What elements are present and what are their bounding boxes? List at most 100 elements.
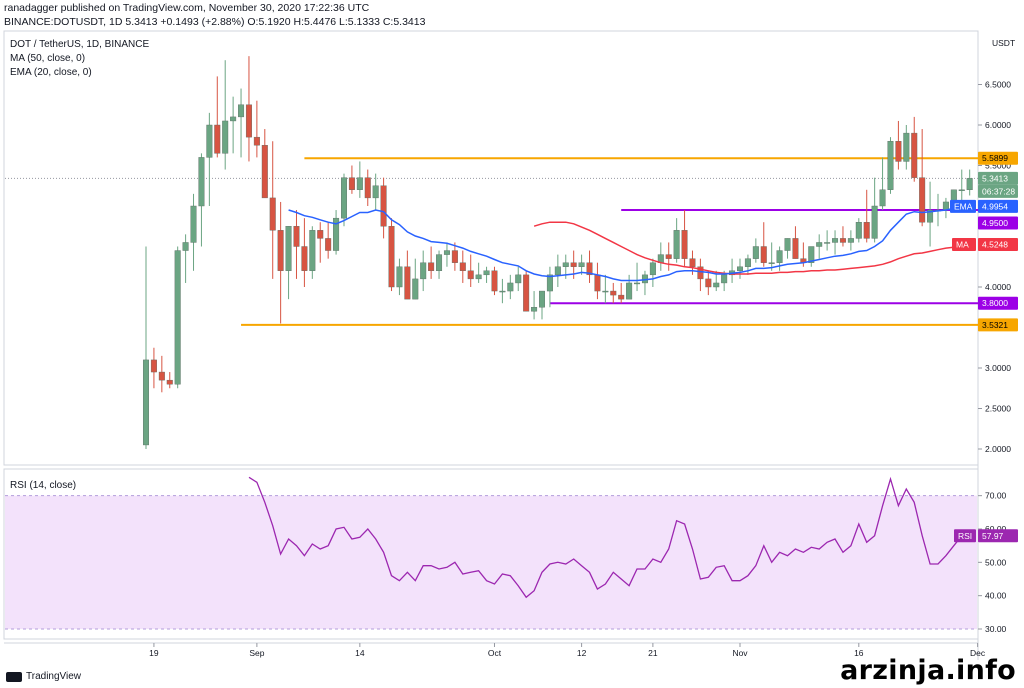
candle [372,173,379,211]
candle [356,161,363,198]
ma-legend[interactable]: MA (50, close, 0) [10,53,86,64]
rsi-tick-label: 60.00 [985,524,1007,534]
candle [705,270,712,296]
candle-body [903,132,910,162]
candle-body [428,262,435,272]
candle [554,254,561,287]
candle-body [222,120,229,154]
publisher-line: ranadagger published on TradingView.com,… [4,2,370,14]
candle [887,137,894,194]
tag-last-price-text: 5.3413 [982,173,1008,183]
candle [222,60,229,170]
candle-body [333,217,340,251]
candle-body [737,266,744,271]
candle [277,201,284,324]
candle-body [404,266,411,300]
candle [752,238,759,263]
candle [839,226,846,247]
candle [578,254,585,275]
candle-body [190,205,197,243]
price-tags: 5.5899 5.3413 06:37:28 4.9954 EMA 4.9500 4.524… [950,151,1018,543]
rsi-legend[interactable]: RSI (14, close) [10,480,77,491]
tag-level-3-80-text: 3.8000 [982,298,1008,308]
symbol-change: +0.1493 (+2.88%) [160,16,245,28]
candle [610,282,617,304]
candle [198,153,205,247]
candle-body [958,189,965,192]
candle [832,230,839,255]
candle-body [245,104,252,138]
candle-body [230,116,237,122]
rsi-path [248,476,963,599]
candles[interactable] [142,56,973,449]
candle-body [618,294,625,300]
candle [238,88,245,158]
candle-body [475,274,482,280]
candle-body [887,140,894,190]
candle [166,372,173,389]
time-tick-label: Oct [488,648,502,658]
candle [641,270,648,296]
candle [657,242,664,271]
candle-body [396,266,403,288]
tag-rsi-label: RSI [954,529,976,543]
rsi-tick-label: 50.00 [985,557,1007,567]
tag-rsi-value-text: 57.97 [982,531,1004,541]
candle-body [594,274,601,292]
candle [467,254,474,287]
candle-body [546,274,553,292]
tag-countdown: 06:37:28 [978,184,1018,198]
candle [182,234,189,283]
candle-body [919,177,926,223]
candle-body [649,262,656,276]
candle [784,238,791,259]
candle-body [634,282,641,285]
candle [428,246,435,279]
tradingview-logo[interactable]: TradingView [6,671,81,682]
candle-body [689,258,696,267]
candle [301,218,308,287]
tag-countdown-bg [978,184,1018,198]
candle [808,246,815,267]
candle-body [927,209,934,223]
candle [269,141,276,279]
price-tick-label: 2.0000 [985,444,1011,454]
candle-body [586,262,593,276]
tag-level-4-95-bg [978,216,1018,230]
candle [404,250,411,300]
candle-body [309,230,316,272]
candle [206,112,213,206]
tag-ma-label-text: MA [956,239,969,249]
candle [436,250,443,279]
candle-body [792,238,799,259]
candle [261,129,268,199]
candle [333,210,340,255]
site-watermark: arzinja.info [840,655,1016,686]
price-tick-label: 2.5000 [985,404,1011,414]
tag-ma-value-text: 4.5248 [982,239,1008,249]
candle-body [293,226,300,247]
time-tick-label: 12 [577,648,587,658]
candle [602,274,609,304]
price-tick-label: 6.5000 [985,80,1011,90]
candle-body [388,226,395,288]
rsi-band-fill [5,495,977,629]
time-axis-ticks: 19 Sep 14 Oct 12 21 Nov 16 Dec [149,643,986,658]
candle [697,258,704,292]
candle-body [348,177,355,190]
ema-legend[interactable]: EMA (20, close, 0) [10,67,92,78]
candle-body [507,282,514,292]
candle-body [847,238,854,243]
candle-body [372,185,379,199]
candle [499,278,506,304]
candle-body [182,242,189,251]
tag-ma-value-bg [978,237,1018,251]
candle [245,56,252,162]
candle [626,274,633,300]
tag-ema-label-bg [950,199,976,213]
candle [523,270,530,312]
tag-rsi-label-text: RSI [958,531,972,541]
candle-body [578,262,585,267]
symbol-line: BINANCE:DOTUSDT, 1D 5.3413 +0.1493 (+2.8… [4,16,425,28]
